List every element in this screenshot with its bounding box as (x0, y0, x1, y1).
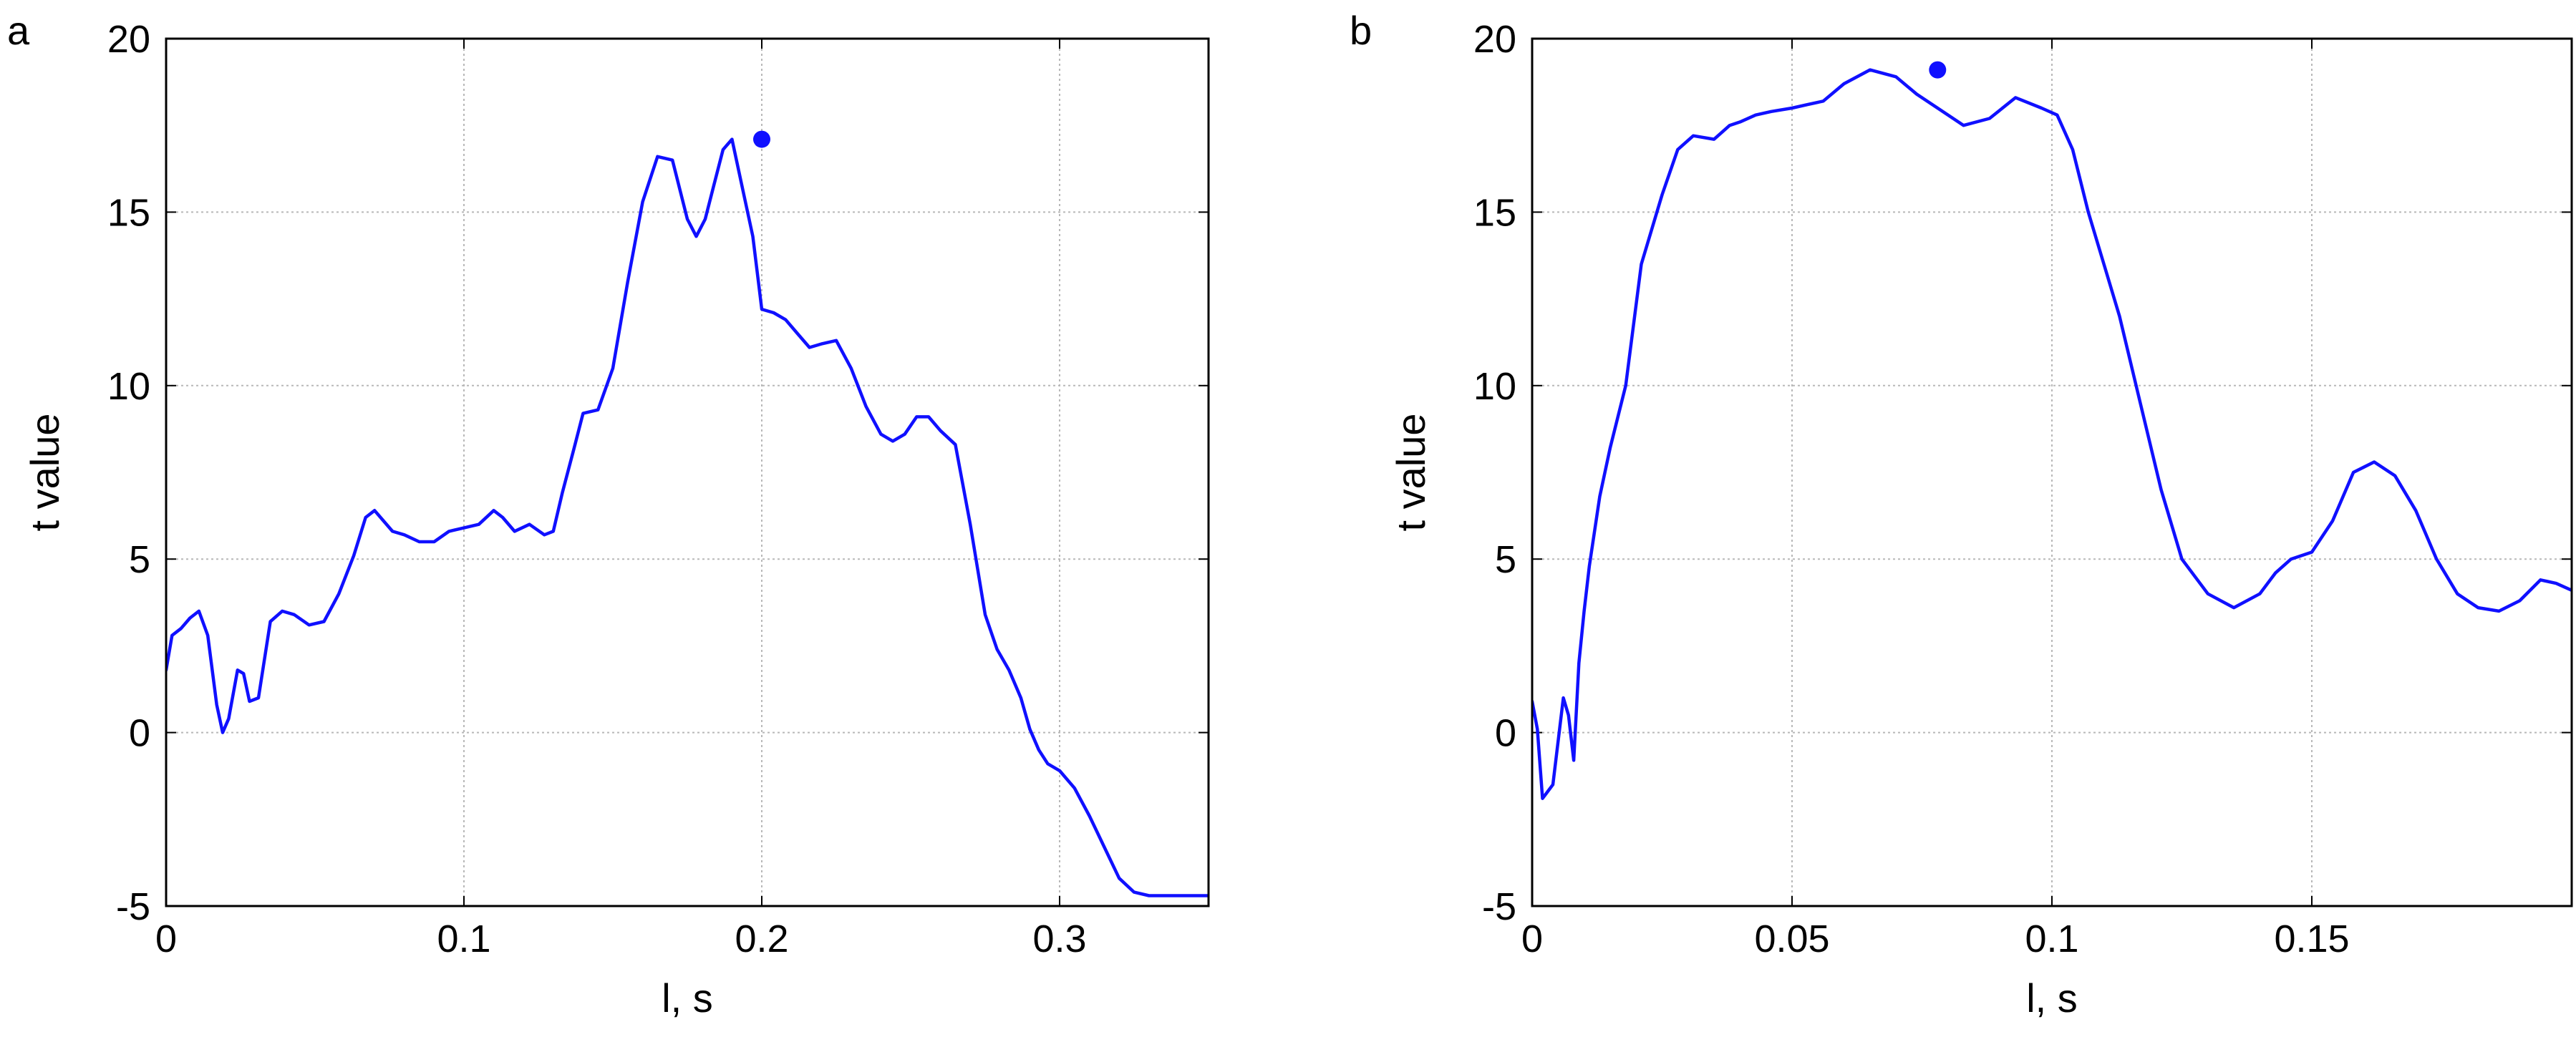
y-tick-label: -5 (116, 885, 150, 928)
y-tick-label: 5 (129, 538, 150, 581)
x-tick-label: 0 (155, 917, 177, 960)
x-axis-label: l, s (2026, 975, 2078, 1021)
y-axis-label: t value (22, 414, 67, 532)
x-axis-label: l, s (662, 975, 713, 1021)
y-tick-label: 10 (107, 365, 150, 408)
y-tick-label: 0 (1495, 712, 1516, 755)
x-tick-label: 0.1 (2025, 917, 2078, 960)
plot-area (166, 39, 1209, 906)
y-tick-label: 15 (1473, 191, 1516, 234)
peak-marker (753, 131, 770, 148)
y-tick-label: 5 (1495, 538, 1516, 581)
y-tick-label: -5 (1482, 885, 1516, 928)
x-tick-label: 0.3 (1032, 917, 1086, 960)
peak-marker (1929, 62, 1946, 79)
x-tick-label: 0.05 (1754, 917, 1829, 960)
y-tick-label: 20 (107, 18, 150, 61)
y-tick-label: 0 (129, 712, 150, 755)
x-tick-label: 0.1 (437, 917, 490, 960)
x-tick-label: 0.15 (2274, 917, 2349, 960)
y-tick-label: 10 (1473, 365, 1516, 408)
panel-b-letter: b (1350, 8, 1372, 53)
y-tick-label: 20 (1473, 18, 1516, 61)
panel-a-letter: a (7, 8, 30, 53)
y-axis-label: t value (1388, 414, 1433, 532)
x-tick-label: 0 (1521, 917, 1543, 960)
y-tick-label: 15 (107, 191, 150, 234)
x-tick-label: 0.2 (735, 917, 788, 960)
